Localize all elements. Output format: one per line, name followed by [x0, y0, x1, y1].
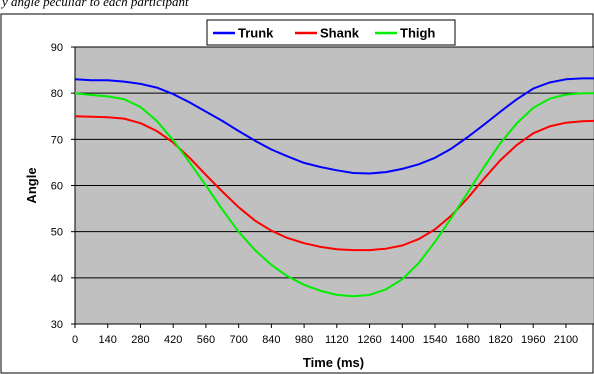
series-line-trunk — [74, 77, 594, 175]
x-axis-title: Time (ms) — [303, 355, 364, 370]
x-tick-label: 140 — [99, 334, 117, 346]
x-tick-label: 560 — [197, 334, 215, 346]
figure-caption: y angle peculiar to each participant — [2, 0, 189, 9]
x-tick-label: 1260 — [357, 334, 381, 346]
legend-label-thigh: Thigh — [400, 26, 435, 41]
x-tick-label: 980 — [295, 334, 313, 346]
y-axis-ticks: 30 40 50 60 70 80 90 — [51, 42, 75, 331]
x-tick-label: 1960 — [521, 334, 545, 346]
x-tick-label: 2100 — [554, 334, 578, 346]
y-tick-label: 30 — [51, 319, 63, 331]
y-tick-label: 40 — [51, 273, 63, 285]
x-tick-label: 0 — [72, 334, 78, 346]
legend-label-shank: Shank — [320, 26, 360, 41]
y-tick-label: 60 — [51, 181, 63, 193]
y-tick-label: 50 — [51, 227, 63, 239]
series-line-shank — [74, 115, 594, 252]
x-tick-label: 280 — [131, 334, 149, 346]
legend-box — [206, 19, 456, 46]
x-tick-label: 1120 — [325, 334, 349, 346]
series-line-thigh — [74, 92, 594, 298]
legend: Trunk Shank Thigh — [206, 19, 456, 46]
x-tick-label: 420 — [164, 334, 182, 346]
x-tick-label: 700 — [229, 334, 247, 346]
y-axis-title: Angle — [24, 167, 39, 203]
y-tick-label: 80 — [51, 88, 63, 100]
x-tick-label: 1820 — [488, 334, 512, 346]
x-axis-ticks: 0 140 280 420 560 700 840 980 1120 1260 1400 1540 16… — [72, 324, 578, 346]
x-tick-label: 1400 — [390, 334, 414, 346]
x-tick-label: 1680 — [456, 334, 480, 346]
legend-label-trunk: Trunk — [238, 26, 274, 41]
x-tick-label: 840 — [262, 334, 280, 346]
x-tick-label: 1540 — [423, 334, 447, 346]
y-tick-label: 90 — [51, 42, 63, 54]
gridlines — [74, 46, 594, 325]
y-tick-label: 70 — [51, 134, 63, 146]
series-lines — [74, 77, 594, 298]
